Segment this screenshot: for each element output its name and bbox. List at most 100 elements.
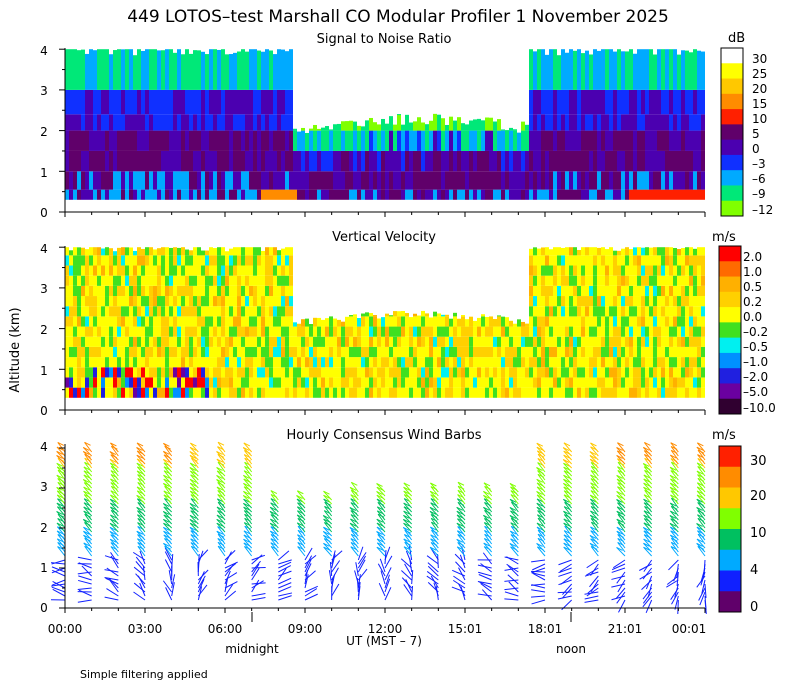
- velocity-cell: [601, 275, 605, 286]
- wind-barb-flag: [136, 494, 143, 499]
- wind-barb: [670, 510, 679, 521]
- wind-barb: [83, 542, 93, 553]
- velocity-cell: [541, 275, 545, 286]
- wind-barb: [243, 538, 253, 549]
- velocity-cell: [445, 346, 449, 358]
- snr-cell: [145, 114, 149, 131]
- velocity-cell: [137, 255, 141, 266]
- wind-barb: [616, 547, 626, 557]
- snr-cell: [265, 49, 269, 90]
- wind-barb-flag: [216, 514, 224, 519]
- velocity-cell: [345, 336, 349, 347]
- snr-cell: [137, 49, 141, 90]
- velocity-cell: [701, 247, 705, 256]
- snr-cell: [317, 189, 321, 200]
- velocity-cell: [345, 316, 349, 327]
- velocity-cell: [93, 377, 97, 388]
- wind-barb: [110, 474, 119, 485]
- wind-barb: [401, 570, 413, 581]
- snr-cell: [197, 114, 201, 131]
- wind-barb: [590, 482, 599, 493]
- velocity-cell: [253, 296, 257, 307]
- velocity-cell: [445, 367, 449, 378]
- velocity-cell: [401, 387, 405, 398]
- velocity-cell: [101, 326, 105, 337]
- snr-cell: [537, 150, 541, 172]
- wind-barb-flag: [57, 441, 65, 446]
- velocity-cell: [333, 336, 337, 347]
- velocity-cell: [673, 296, 677, 307]
- velocity-cell: [389, 346, 393, 358]
- snr-cell: [389, 171, 393, 190]
- velocity-cell: [265, 275, 269, 286]
- velocity-cell: [485, 377, 489, 388]
- velocity-cell: [77, 387, 81, 398]
- wind-barb: [643, 454, 653, 465]
- velocity-cell: [489, 336, 493, 347]
- velocity-cell: [505, 317, 509, 327]
- velocity-cell: [593, 247, 597, 256]
- velocity-cell: [557, 326, 561, 337]
- wind-barb: [458, 583, 466, 597]
- wind-barb: [357, 559, 366, 573]
- velocity-cell: [533, 377, 537, 388]
- velocity-cell: [321, 346, 325, 358]
- snr-cell: [197, 89, 201, 115]
- velocity-cell: [173, 255, 177, 266]
- velocity-cell: [161, 387, 165, 398]
- velocity-cell: [137, 346, 141, 358]
- wind-barb: [561, 587, 573, 599]
- colorbar-label: 5: [752, 127, 760, 141]
- velocity-cell: [209, 265, 213, 276]
- wind-barb: [136, 442, 146, 453]
- velocity-cell: [169, 265, 173, 276]
- velocity-cell: [409, 336, 413, 347]
- snr-cell: [317, 171, 321, 190]
- snr-cell: [509, 189, 513, 200]
- velocity-cell: [265, 316, 269, 327]
- snr-cell: [141, 130, 145, 151]
- velocity-cell: [641, 306, 645, 317]
- velocity-cell: [245, 285, 249, 297]
- snr-cell: [513, 130, 517, 151]
- snr-cell: [105, 49, 109, 90]
- velocity-colorbar-swatch: [719, 291, 741, 308]
- velocity-cell: [101, 296, 105, 307]
- velocity-cell: [553, 377, 557, 388]
- velocity-cell: [229, 306, 233, 317]
- snr-cell: [601, 89, 605, 115]
- wind-barb: [437, 553, 439, 569]
- snr-cell: [553, 49, 557, 90]
- wind-barb: [618, 599, 626, 613]
- wind-barb-flag: [349, 522, 357, 527]
- velocity-cell: [77, 255, 81, 266]
- velocity-cell: [541, 316, 545, 327]
- velocity-cell: [445, 387, 449, 398]
- snr-cell: [249, 150, 253, 172]
- wind-barb-flag: [109, 451, 117, 455]
- wind-barb-flag: [590, 510, 597, 515]
- velocity-cell: [165, 247, 169, 256]
- velocity-cell: [233, 316, 237, 327]
- wind-barb: [329, 562, 333, 577]
- snr-cell: [493, 121, 497, 131]
- velocity-cell: [429, 367, 433, 378]
- velocity-cell: [613, 250, 617, 256]
- velocity-cell: [637, 326, 641, 337]
- snr-cell: [621, 114, 625, 131]
- velocity-cell: [273, 367, 277, 378]
- velocity-cell: [613, 306, 617, 317]
- velocity-cell: [333, 357, 337, 368]
- velocity-cell: [637, 316, 641, 327]
- wind-barb-flag: [56, 502, 64, 507]
- wind-barb: [132, 551, 146, 561]
- snr-cell: [189, 171, 193, 190]
- wind-barb: [269, 518, 279, 529]
- velocity-cell: [445, 326, 449, 337]
- velocity-cell: [413, 367, 417, 378]
- wind-barb: [217, 538, 226, 549]
- velocity-cell: [109, 336, 113, 347]
- velocity-cell: [181, 367, 185, 378]
- velocity-cell: [77, 296, 81, 307]
- wind-barb: [304, 559, 312, 573]
